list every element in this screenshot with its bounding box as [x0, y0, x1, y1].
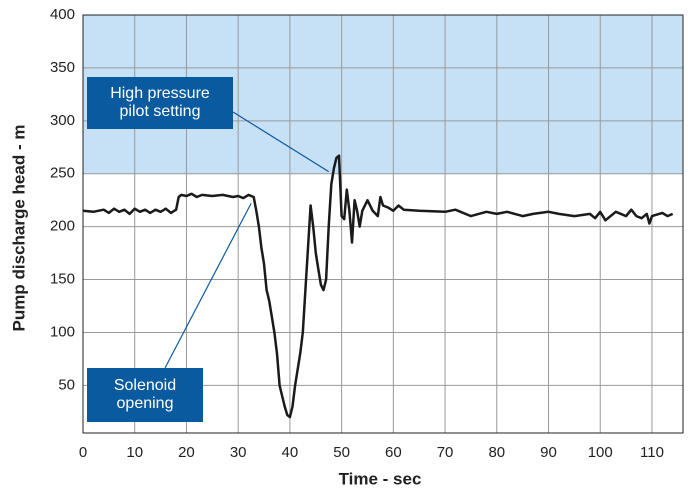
y-tick-label: 350: [50, 59, 75, 76]
annotation-text: pilot setting: [120, 103, 201, 120]
y-tick-label: 250: [50, 165, 75, 182]
x-tick-label: 20: [178, 444, 195, 461]
y-tick-label: 400: [50, 6, 75, 23]
x-tick-label: 70: [437, 444, 454, 461]
x-tick-label: 40: [282, 444, 299, 461]
annotation-text: Solenoid: [114, 377, 176, 394]
x-tick-label: 60: [385, 444, 402, 461]
x-tick-label: 100: [588, 444, 613, 461]
y-tick-label: 100: [50, 323, 75, 340]
annotation-leader: [164, 203, 252, 369]
x-tick-label: 110: [640, 444, 664, 461]
x-tick-label: 30: [230, 444, 247, 461]
y-tick-label: 200: [50, 218, 75, 235]
x-tick-label: 90: [540, 444, 557, 461]
annotation-box: [87, 77, 233, 129]
x-tick-label: 0: [79, 444, 87, 461]
x-tick-label: 80: [488, 444, 505, 461]
x-tick-label: 10: [126, 444, 143, 461]
annotation-text: opening: [117, 395, 174, 412]
y-tick-label: 300: [50, 112, 75, 129]
plot-border: [82, 14, 684, 434]
x-axis-label: Time - sec: [339, 469, 422, 488]
annotation-box: [87, 368, 203, 422]
y-tick-label: 150: [50, 271, 75, 288]
y-axis-label: Pump discharge head - m: [9, 125, 28, 332]
y-tick-label: 50: [58, 376, 75, 393]
annotation-text: High pressure: [110, 85, 210, 102]
x-tick-label: 50: [333, 444, 350, 461]
annotation-leader: [232, 111, 330, 173]
data-line: [82, 154, 674, 419]
